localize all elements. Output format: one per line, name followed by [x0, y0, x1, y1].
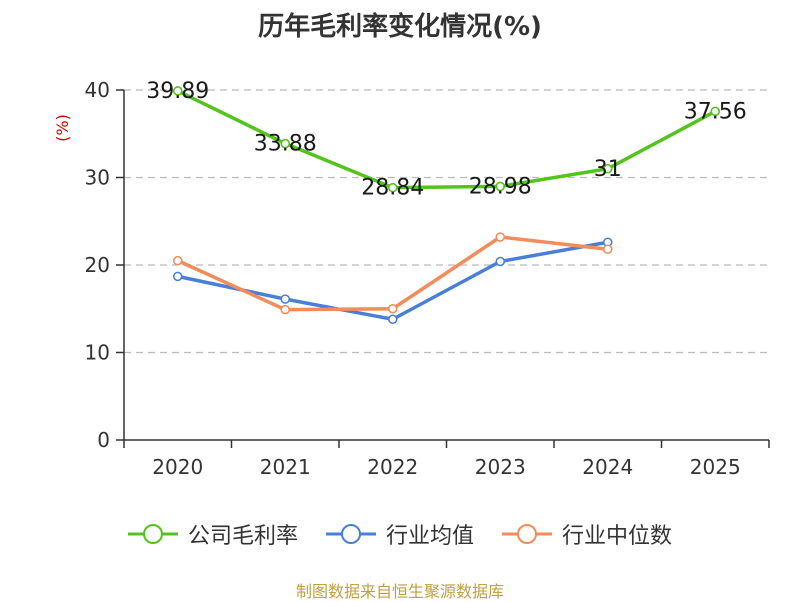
y-tick-label: 10 — [85, 341, 110, 365]
data-point — [495, 181, 506, 192]
legend-label: 公司毛利率 — [187, 524, 298, 549]
data-label: 31 — [594, 157, 622, 182]
legend-swatch — [127, 524, 178, 544]
source-note: 制图数据来自恒生聚源数据库 — [295, 582, 504, 601]
y-tick-label: 30 — [85, 166, 110, 190]
x-tick-label: 2020 — [152, 455, 203, 479]
legend-marker — [142, 524, 163, 544]
data-point — [172, 255, 183, 266]
data-point — [602, 244, 613, 255]
y-tick-label: 20 — [85, 253, 110, 277]
x-tick-label: 2024 — [582, 455, 633, 479]
data-point — [280, 304, 291, 315]
y-axis-label: (%) — [53, 114, 72, 142]
data-point — [172, 86, 183, 96]
data-point — [387, 303, 398, 314]
legend-marker — [517, 524, 537, 544]
axes: 0 10 20 30 40 2020 2021 2022 2023 2024 2025 — [85, 78, 770, 479]
legend-item[interactable]: 行业均值 — [325, 518, 474, 550]
x-tick-label: 2021 — [260, 455, 311, 479]
data-point — [172, 271, 183, 282]
data-point — [495, 256, 506, 267]
legend-swatch — [502, 524, 552, 544]
data-point — [387, 314, 398, 325]
data-label: 37.56 — [684, 99, 747, 124]
data-point — [280, 294, 291, 304]
y-tick-label: 40 — [85, 78, 110, 102]
data-label: 33.88 — [254, 132, 317, 157]
chart-title: 历年毛利率变化情况(%) — [258, 12, 542, 42]
x-tick-label: 2023 — [475, 455, 526, 479]
data-point — [280, 138, 291, 149]
legend-item[interactable]: 行业中位数 — [502, 518, 672, 550]
data-point — [710, 106, 721, 117]
grid-lines — [124, 89, 769, 354]
data-label: 28.84 — [361, 176, 424, 201]
series-line — [176, 89, 717, 190]
legend-label: 行业中位数 — [562, 524, 673, 549]
data-label: 39.89 — [146, 79, 209, 104]
series — [172, 86, 721, 325]
x-tick-label: 2022 — [367, 455, 418, 479]
data-label: 28.98 — [469, 174, 532, 199]
legend-marker — [340, 524, 361, 544]
data-point — [495, 232, 506, 242]
legend-label: 行业均值 — [385, 524, 474, 549]
x-tick-label: 2025 — [690, 455, 741, 479]
legend-item[interactable]: 公司毛利率 — [127, 518, 298, 550]
data-labels: 39.89 33.88 28.84 28.98 31 37.56 — [146, 79, 746, 201]
y-tick-label: 0 — [97, 428, 110, 452]
data-point — [387, 182, 398, 193]
legend: 公司毛利率 行业均值 行业中位数 — [0, 518, 800, 550]
data-point — [602, 163, 613, 174]
series-line — [177, 235, 608, 312]
legend-swatch — [325, 524, 376, 544]
